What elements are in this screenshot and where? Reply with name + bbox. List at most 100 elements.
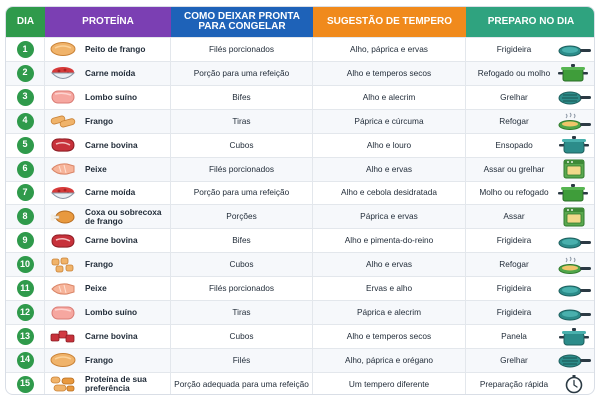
freeze-cell: Bifes bbox=[171, 229, 313, 253]
grill-pan-icon bbox=[556, 87, 592, 107]
protein-label: Carne bovina bbox=[85, 139, 138, 150]
prep-cell: Refogar bbox=[466, 253, 594, 276]
header-freeze: COMO DEIXAR PRONTA PARA CONGELAR bbox=[171, 7, 313, 37]
prep-label: Frigideira bbox=[496, 283, 532, 294]
seasoning-cell: Alho e alecrim bbox=[313, 85, 466, 109]
day-badge: 9 bbox=[16, 232, 34, 250]
protein-label: Carne bovina bbox=[85, 235, 138, 246]
prep-cell: Ensopado bbox=[466, 134, 594, 157]
beef-cubes-icon bbox=[49, 328, 77, 346]
steaming-pan-icon bbox=[556, 111, 592, 131]
protein-cell: Carne moída bbox=[45, 61, 171, 85]
table-header: DIA PROTEÍNA COMO DEIXAR PRONTA PARA CON… bbox=[6, 7, 594, 37]
prep-cell: Frigideira bbox=[466, 277, 594, 300]
stew-pot-icon bbox=[556, 135, 592, 155]
protein-cell: Peixe bbox=[45, 277, 171, 301]
header-seasoning: SUGESTÃO DE TEMPERO bbox=[313, 7, 466, 37]
day-cell: 9 bbox=[6, 229, 45, 253]
seasoning-cell: Páprica e ervas bbox=[313, 205, 466, 229]
prep-label: Refogado ou molho bbox=[477, 67, 551, 78]
fish-fillet-icon bbox=[49, 280, 77, 298]
freeze-cell: Porção para uma refeição bbox=[171, 181, 313, 205]
protein-cell: Peito de frango bbox=[45, 38, 171, 61]
pork-loin-icon bbox=[49, 88, 77, 106]
protein-cell: Carne bovina bbox=[45, 229, 171, 253]
freeze-cell: Cubos bbox=[171, 133, 313, 157]
day-cell: 7 bbox=[6, 181, 45, 205]
header-protein: PROTEÍNA bbox=[45, 7, 171, 37]
freeze-cell: Filés porcionados bbox=[171, 277, 313, 301]
protein-cell: Carne moída bbox=[45, 181, 171, 205]
protein-label: Carne moída bbox=[85, 187, 136, 198]
prep-label: Refogar bbox=[499, 115, 529, 126]
prep-label: Frigideira bbox=[496, 235, 532, 246]
protein-label: Carne moída bbox=[85, 67, 136, 78]
prep-cell: Refogado ou molho bbox=[466, 62, 594, 85]
day-cell: 10 bbox=[6, 253, 45, 277]
protein-label: Peito de frango bbox=[85, 43, 146, 54]
protein-label: Peixe bbox=[85, 283, 107, 294]
protein-cell: Lombo suíno bbox=[45, 85, 171, 109]
drumstick-icon bbox=[49, 208, 77, 226]
prep-cell: Frigideira bbox=[466, 38, 594, 61]
prep-cell: Assar bbox=[466, 205, 594, 228]
frying-pan-icon bbox=[556, 231, 592, 251]
protein-cell: Peixe bbox=[45, 157, 171, 181]
day-badge: 11 bbox=[16, 280, 34, 298]
freeze-cell: Porções bbox=[171, 205, 313, 229]
day-cell: 4 bbox=[6, 109, 45, 133]
prep-cell: Panela bbox=[466, 325, 594, 348]
seasoning-cell: Alho e ervas bbox=[313, 157, 466, 181]
header-prep: PREPARO NO DIA bbox=[466, 7, 594, 37]
protein-cell: Frango bbox=[45, 253, 171, 277]
prep-label: Panela bbox=[501, 330, 527, 341]
steaming-pan-icon bbox=[556, 255, 592, 275]
day-cell: 8 bbox=[6, 205, 45, 229]
freeze-cell: Filés porcionados bbox=[171, 157, 313, 181]
freeze-cell: Bifes bbox=[171, 85, 313, 109]
prep-label: Assar bbox=[503, 211, 525, 222]
day-badge: 13 bbox=[16, 328, 34, 346]
seasoning-cell: Alho e pimenta-do-reino bbox=[313, 229, 466, 253]
day-cell: 1 bbox=[6, 38, 45, 61]
protein-label: Coxa ou sobrecoxa de frango bbox=[85, 206, 162, 226]
frying-pan-icon bbox=[556, 303, 592, 323]
day-badge: 7 bbox=[16, 184, 34, 202]
prep-label: Ensopado bbox=[495, 139, 533, 150]
day-badge: 6 bbox=[16, 160, 34, 178]
prep-label: Assar ou grelhar bbox=[483, 163, 545, 174]
protein-label: Frango bbox=[85, 259, 114, 270]
freeze-cell: Cubos bbox=[171, 253, 313, 277]
table-row: 7 Carne moída Porção para uma refeição Alho… bbox=[6, 180, 594, 205]
table-row: 12 Lombo suíno Tiras Páprica e alecrim Frigi… bbox=[6, 300, 594, 325]
prep-label: Grelhar bbox=[500, 354, 528, 365]
chicken-cubes-icon bbox=[49, 256, 77, 274]
prep-label: Preparação rápida bbox=[479, 378, 549, 389]
freeze-cell: Tiras bbox=[171, 301, 313, 325]
grill-pan-icon bbox=[556, 350, 592, 370]
prep-cell: Grelhar bbox=[466, 349, 594, 372]
day-badge: 2 bbox=[16, 64, 34, 82]
day-badge: 5 bbox=[16, 136, 34, 154]
seasoning-cell: Um tempero diferente bbox=[313, 372, 466, 394]
table-row: 11 Peixe Filés porcionados Ervas e alho Frig… bbox=[6, 276, 594, 301]
table-row: 4 Frango Tiras Páprica e cúrcuma Refogar bbox=[6, 108, 594, 133]
day-badge: 14 bbox=[16, 351, 34, 369]
protein-cell: Carne bovina bbox=[45, 325, 171, 348]
table-row: 10 Frango Cubos Alho e ervas Refogar bbox=[6, 252, 594, 277]
freeze-cell: Tiras bbox=[171, 109, 313, 133]
day-badge: 1 bbox=[16, 40, 34, 58]
freeze-cell: Filés bbox=[171, 348, 313, 372]
day-cell: 14 bbox=[6, 348, 45, 372]
seasoning-cell: Alho e temperos secos bbox=[313, 61, 466, 85]
prep-label: Molho ou refogado bbox=[479, 187, 549, 198]
header-day: DIA bbox=[6, 7, 45, 37]
pot-icon bbox=[556, 63, 592, 83]
seasoning-cell: Páprica e cúrcuma bbox=[313, 109, 466, 133]
freeze-cell: Porção adequada para uma refeição bbox=[171, 372, 313, 394]
protein-label: Frango bbox=[85, 115, 114, 126]
day-cell: 5 bbox=[6, 133, 45, 157]
day-cell: 6 bbox=[6, 157, 45, 181]
table-row: 2 Carne moída Porção para uma refeição Alho… bbox=[6, 60, 594, 85]
prep-label: Frigideira bbox=[496, 43, 532, 54]
